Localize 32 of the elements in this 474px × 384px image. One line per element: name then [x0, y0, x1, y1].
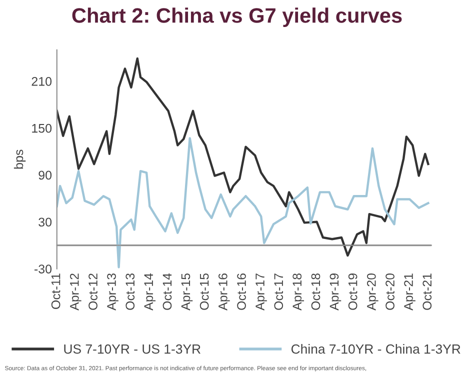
y-tick-label: -30	[34, 264, 52, 274]
x-tick-label: Apr-15	[181, 273, 193, 310]
legend-label: China 7-10YR - China 1-3YR	[291, 344, 460, 354]
x-tick-label: Oct-13	[126, 274, 135, 310]
y-tick-label: 90	[38, 170, 52, 180]
line-series	[56, 137, 430, 268]
x-tick-label: Apr-14	[144, 273, 156, 310]
x-tick-label: Oct-17	[274, 274, 284, 310]
y-tick-label: 150	[32, 124, 52, 133]
x-tick-label: Oct-19	[348, 274, 358, 310]
y-tick-label: 30	[38, 218, 52, 227]
x-tick-label: Oct-20	[386, 273, 394, 310]
line-series	[56, 57, 430, 257]
x-tick-label: Apr-16	[218, 274, 230, 310]
legend-label: US 7-10YR - US 1-3YR	[64, 344, 200, 354]
x-tick-label: Oct-15	[200, 273, 209, 310]
x-tick-label: Oct-11	[51, 274, 60, 309]
x-tick-label: Oct-21	[422, 274, 432, 310]
x-tick-label: Apr-20	[366, 273, 378, 310]
y-axis-title: bps	[14, 150, 26, 169]
x-tick-label: Apr-21	[404, 274, 416, 310]
x-tick-label: Apr-18	[292, 274, 304, 310]
x-tick-label: Apr-12	[70, 274, 82, 310]
x-tick-label: Oct-16	[237, 274, 246, 310]
x-tick-label: Oct-18	[311, 274, 320, 310]
x-tick-label: Apr-19	[330, 274, 342, 310]
x-tick-label: Oct-14	[162, 273, 172, 310]
chart-title: Chart 2: China vs G7 yield curves	[72, 8, 402, 27]
x-tick-label: Apr-13	[107, 274, 118, 310]
x-tick-label: Oct-12	[88, 274, 98, 310]
y-tick-label: 210	[32, 76, 52, 86]
x-tick-label: Apr-17	[256, 274, 267, 310]
